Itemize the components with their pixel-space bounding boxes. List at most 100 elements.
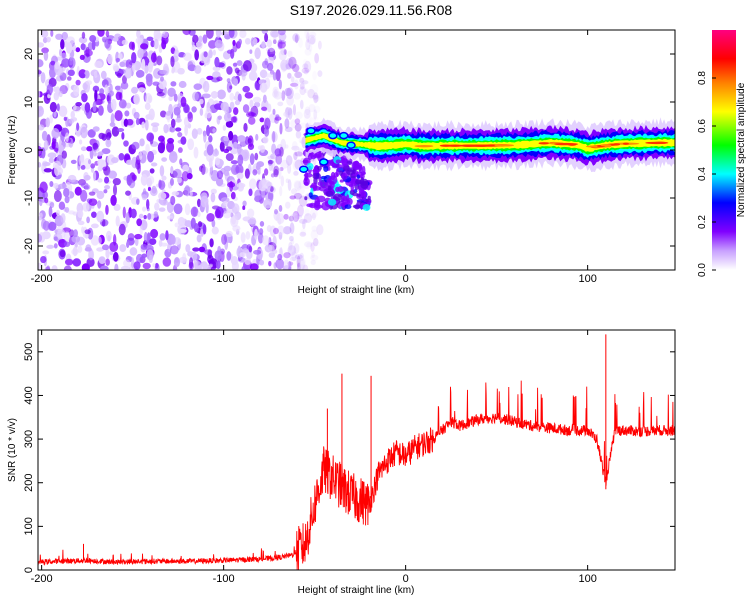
noise-blob — [125, 190, 131, 196]
noise-blob — [104, 184, 111, 190]
noise-blob — [293, 79, 299, 90]
noise-blob — [147, 212, 152, 220]
noise-blob — [133, 93, 140, 105]
noise-blob — [246, 208, 255, 218]
noise-blob — [267, 103, 272, 113]
signal-hotspot — [654, 141, 668, 144]
noise-blob — [92, 85, 100, 93]
noise-blob — [225, 230, 233, 238]
noise-blob — [263, 198, 273, 209]
noise-blob — [110, 194, 117, 206]
noise-blob — [262, 94, 267, 103]
signal-band-layer — [305, 133, 675, 152]
noise-blob — [222, 210, 232, 219]
noise-blob — [287, 163, 292, 174]
noise-blob — [54, 61, 60, 70]
noise-blob — [152, 81, 160, 86]
transition-peak — [318, 158, 329, 166]
noise-blob — [200, 163, 206, 176]
transition-blob — [337, 186, 344, 192]
noise-blob — [137, 87, 146, 93]
noise-blob — [100, 70, 107, 80]
noise-blob — [248, 71, 258, 81]
noise-blob — [44, 197, 49, 204]
noise-blob — [265, 47, 275, 53]
noise-blob — [305, 39, 311, 50]
noise-blob — [244, 37, 251, 45]
noise-blob — [129, 247, 138, 256]
noise-blob — [296, 185, 305, 195]
transition-blob — [308, 192, 313, 198]
noise-blob — [169, 245, 179, 255]
noise-blob — [191, 128, 198, 139]
noise-blob — [74, 186, 82, 196]
noise-blob — [150, 228, 159, 239]
noise-blob — [105, 230, 112, 242]
noise-blob — [187, 251, 194, 257]
noise-blob — [114, 263, 119, 270]
noise-blob — [270, 131, 278, 143]
noise-blob — [313, 105, 321, 114]
noise-blob — [272, 108, 276, 115]
noise-blob — [63, 187, 70, 198]
noise-blob — [117, 128, 125, 133]
noise-blob — [294, 34, 299, 44]
noise-blob — [272, 130, 276, 143]
noise-blob — [233, 78, 239, 86]
noise-blob — [97, 178, 103, 183]
noise-blob — [221, 234, 227, 245]
noise-blob — [293, 63, 298, 71]
noise-blob — [149, 238, 157, 246]
noise-blob — [187, 138, 195, 151]
noise-blob — [100, 265, 109, 270]
noise-blob — [38, 262, 42, 269]
colorbar-label: Normalized spectral amplitude — [736, 82, 747, 217]
noise-blob — [57, 183, 67, 190]
noise-blob — [177, 132, 183, 138]
noise-blob — [53, 147, 59, 152]
noise-blob — [138, 213, 144, 219]
noise-blob — [59, 249, 66, 258]
noise-blob — [80, 164, 86, 170]
noise-blob — [228, 30, 235, 38]
noise-blob — [214, 39, 224, 49]
noise-blob — [53, 236, 58, 241]
noise-blob — [170, 166, 174, 175]
noise-blob — [66, 76, 72, 81]
noise-blob — [230, 160, 239, 165]
signal-hotspot — [554, 142, 579, 146]
noise-blob — [40, 255, 47, 264]
noise-blob — [299, 77, 305, 84]
noise-blob — [126, 118, 134, 126]
noise-blob — [112, 177, 121, 186]
noise-blob — [187, 112, 194, 123]
transition-peak — [339, 131, 349, 140]
noise-blob — [298, 179, 304, 189]
noise-blob — [234, 99, 241, 106]
spectrogram-x-ticks: -200 -100 0 100 — [31, 30, 597, 285]
noise-blob — [223, 136, 230, 142]
noise-blob — [135, 118, 140, 126]
noise-blob — [303, 69, 309, 75]
noise-blob — [223, 112, 232, 123]
noise-blob — [56, 209, 61, 216]
noise-blob — [48, 206, 53, 218]
signal-hotspot — [600, 143, 612, 147]
noise-blob — [280, 159, 290, 169]
noise-blob — [75, 101, 82, 107]
noise-blob — [241, 149, 250, 162]
noise-blob — [82, 82, 88, 91]
noise-blob — [259, 117, 265, 123]
noise-blob — [72, 246, 78, 257]
transition-blob — [314, 204, 323, 209]
noise-blob — [217, 89, 226, 100]
noise-blob — [199, 108, 204, 116]
noise-blob — [208, 135, 213, 143]
noise-blob — [78, 154, 85, 167]
noise-blob — [223, 200, 228, 207]
transition-blob — [351, 161, 358, 170]
noise-blob — [197, 221, 203, 228]
noise-blob — [159, 200, 169, 206]
noise-blob — [51, 141, 56, 150]
noise-blob — [112, 251, 119, 262]
